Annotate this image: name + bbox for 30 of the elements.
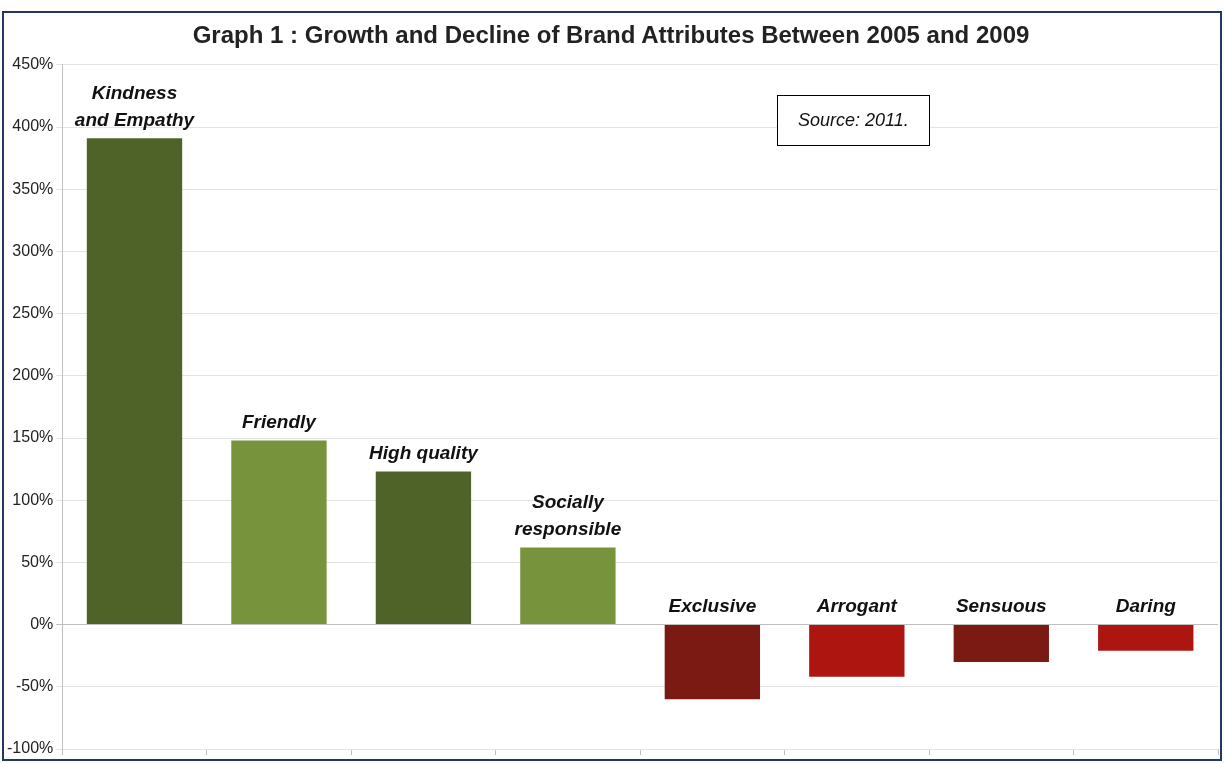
- x-tick-label: Friendly: [242, 411, 318, 433]
- bar: [86, 138, 183, 625]
- x-tick-label: Daring: [1115, 595, 1177, 617]
- bar: [664, 625, 761, 700]
- y-tick-label: 200%: [12, 366, 54, 384]
- y-tick-label: 100%: [12, 490, 54, 508]
- x-tick-label: High quality: [369, 442, 480, 464]
- bar: [1098, 625, 1194, 651]
- y-tick-label: 0%: [30, 615, 54, 633]
- annotation: Source: 2011.: [777, 95, 930, 146]
- x-tick-label: Socially responsible: [514, 491, 622, 540]
- x-tick-label: Kindness and Empathy: [74, 81, 196, 130]
- bar: [231, 440, 327, 625]
- bar: [809, 625, 905, 677]
- y-tick-label: 50%: [21, 552, 54, 570]
- x-tick-label: Sensuous: [955, 595, 1047, 617]
- x-tick-label: Exclusive: [668, 595, 757, 617]
- y-tick-label: 250%: [12, 304, 54, 322]
- y-tick-label: 150%: [12, 428, 54, 446]
- bar: [375, 471, 472, 625]
- chart-title: Graph 1 : Growth and Decline of Brand Attributes Between 2005 and 2009: [192, 21, 1030, 49]
- x-tick-label: Arrogant: [815, 595, 898, 617]
- y-tick-label: -100%: [7, 739, 54, 757]
- y-tick-label: 300%: [12, 241, 54, 259]
- y-tick-label: 400%: [12, 117, 54, 135]
- y-tick-label: 350%: [12, 179, 54, 197]
- y-tick-label: 450%: [12, 55, 54, 73]
- bar: [953, 625, 1049, 662]
- y-tick-label: -50%: [15, 677, 54, 695]
- bar: [520, 547, 616, 625]
